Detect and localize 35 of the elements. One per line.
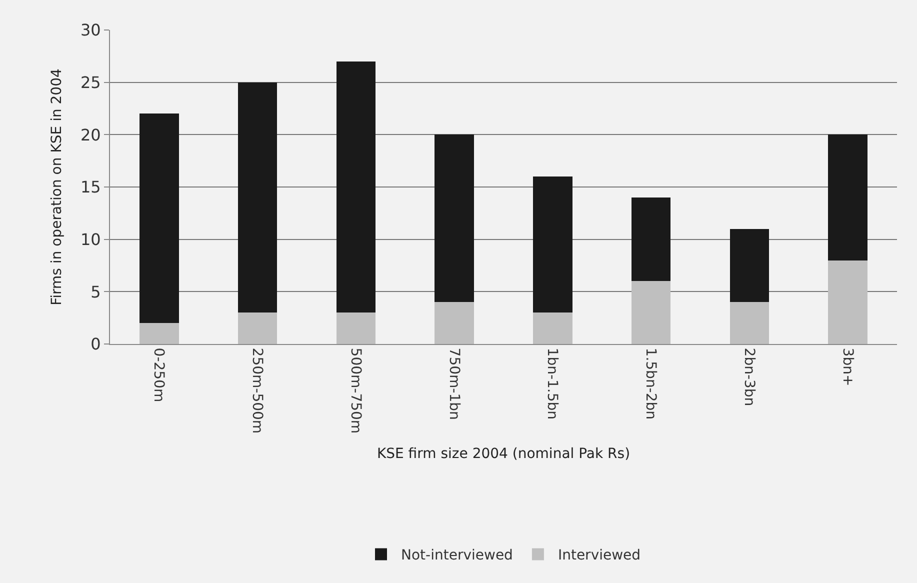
x-tick-label: 500m-750m <box>347 348 364 434</box>
bar <box>434 134 474 302</box>
bar <box>140 114 179 324</box>
bar <box>533 176 572 313</box>
bar <box>533 312 572 344</box>
legend-label: Not-interviewed <box>401 548 513 564</box>
bar <box>631 281 671 344</box>
bar <box>336 61 376 313</box>
x-tick-label: 0-250m <box>150 348 167 402</box>
y-tick-label: 5 <box>90 282 101 302</box>
bar <box>828 260 868 344</box>
x-tick-label: 1.5bn-2bn <box>642 348 659 420</box>
x-tick-label: 250m-500m <box>249 348 266 434</box>
x-tick-label: 750m-1bn <box>446 348 462 420</box>
bar <box>631 197 671 282</box>
bar <box>238 312 278 344</box>
x-tick-label: 3bn+ <box>839 348 856 386</box>
bar <box>730 228 770 302</box>
x-tick-label: 2bn-3bn <box>740 348 757 406</box>
x-axis-title: KSE firm size 2004 (nominal Pak Rs) <box>376 446 630 462</box>
y-tick-label: 30 <box>80 20 101 40</box>
y-tick-label: 20 <box>80 125 101 144</box>
y-axis-title: Firms in operation on KSE in 2004 <box>49 68 66 306</box>
bar <box>730 302 770 344</box>
bar <box>238 82 278 313</box>
bar <box>828 134 868 260</box>
y-tick-label: 0 <box>90 334 101 354</box>
legend-label: Interviewed <box>558 548 641 564</box>
x-tick-label: 1bn-1.5bn <box>544 348 560 420</box>
y-tick-label: 25 <box>80 72 101 92</box>
bar <box>336 312 376 344</box>
bar <box>434 302 474 344</box>
y-tick-label: 15 <box>80 178 101 197</box>
y-tick-label: 10 <box>80 230 101 249</box>
bar <box>140 323 179 344</box>
